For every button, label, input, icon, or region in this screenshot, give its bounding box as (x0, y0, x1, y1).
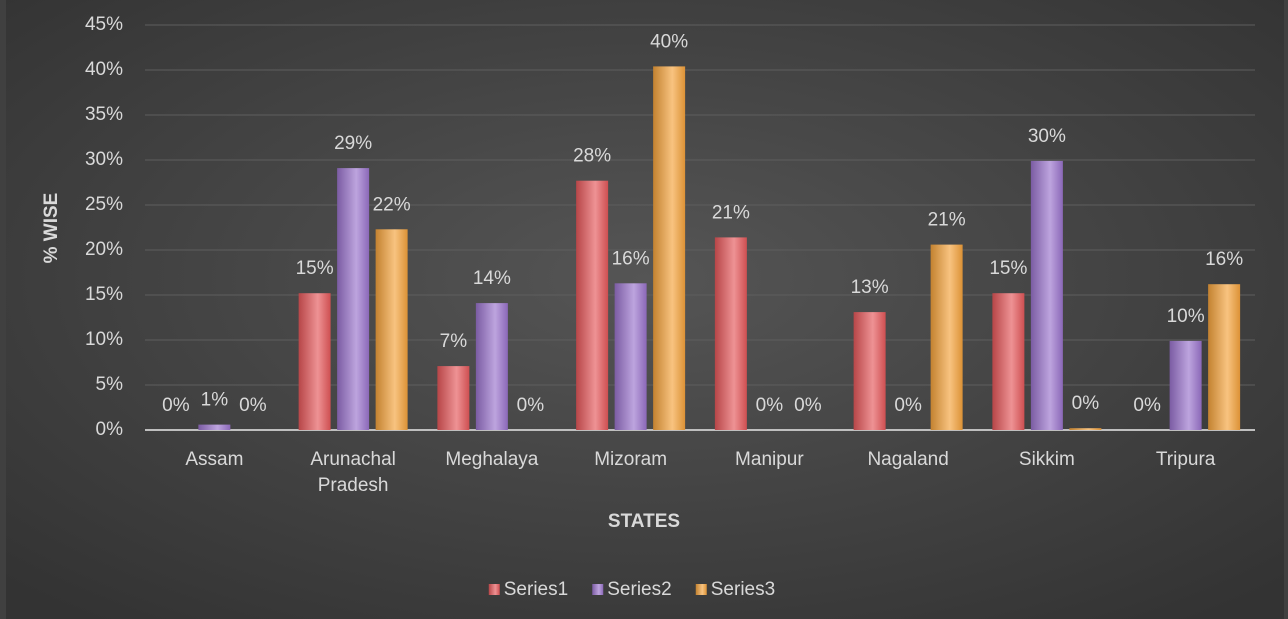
x-tick-label: Tripura (1156, 449, 1216, 470)
bar (576, 180, 609, 430)
legend-swatch (695, 584, 707, 595)
bar (992, 293, 1025, 430)
data-label: 14% (473, 268, 511, 289)
data-label: 22% (373, 194, 411, 215)
data-label: 0% (1072, 393, 1100, 414)
data-label: 15% (296, 258, 334, 279)
y-tick-label: 45% (85, 14, 123, 35)
data-label: 13% (851, 277, 889, 298)
data-label: 16% (1205, 249, 1243, 270)
y-tick-label: 30% (85, 149, 123, 170)
data-label: 30% (1028, 126, 1066, 147)
y-tick-label: 40% (85, 59, 123, 80)
bar (437, 366, 470, 430)
legend-label: Series2 (607, 579, 671, 600)
legend-swatch (488, 584, 500, 595)
data-label: 40% (650, 31, 688, 52)
data-label: 0% (517, 395, 545, 416)
legend-label: Series3 (711, 579, 775, 600)
data-label: 7% (440, 331, 468, 352)
data-label: 28% (573, 146, 611, 167)
data-label: 16% (612, 248, 650, 269)
data-label: 0% (1133, 395, 1161, 416)
x-tick-label: Sikkim (1019, 449, 1075, 470)
data-label: 21% (928, 210, 966, 231)
bar (1208, 284, 1241, 430)
data-label: 0% (239, 395, 267, 416)
data-label: 21% (712, 202, 750, 223)
bar (853, 312, 886, 430)
data-label: 1% (201, 390, 229, 411)
bar (930, 244, 963, 430)
x-tick-label: Assam (185, 449, 243, 470)
y-tick-label: 0% (96, 419, 124, 440)
data-label: 10% (1167, 306, 1205, 327)
bar (614, 283, 647, 430)
data-label: 0% (162, 395, 190, 416)
y-axis-title: % WISE (41, 193, 62, 264)
bar (375, 229, 408, 430)
data-label: 29% (334, 133, 372, 154)
bar (653, 66, 686, 431)
data-label: 0% (756, 395, 784, 416)
y-tick-label: 5% (96, 374, 124, 395)
x-tick-label: Meghalaya (445, 449, 538, 470)
y-tick-label: 15% (85, 284, 123, 305)
y-tick-label: 35% (85, 104, 123, 125)
bar (1169, 340, 1202, 430)
data-label: 0% (794, 395, 822, 416)
x-tick-label: Arunachal Pradesh (310, 449, 396, 496)
y-tick-label: 25% (85, 194, 123, 215)
y-tick-label: 20% (85, 239, 123, 260)
legend-swatch (592, 584, 604, 595)
data-label: 0% (894, 395, 922, 416)
legend-label: Series1 (504, 579, 568, 600)
bar (1069, 428, 1102, 430)
x-tick-label: Mizoram (594, 449, 667, 470)
x-tick-label: Manipur (735, 449, 804, 470)
data-label: 15% (989, 258, 1027, 279)
bar (1030, 160, 1063, 430)
bar (337, 168, 370, 430)
bar (475, 303, 508, 430)
x-tick-label: Nagaland (867, 449, 948, 470)
x-axis-title: STATES (608, 511, 680, 532)
y-tick-label: 10% (85, 329, 123, 350)
bar (198, 424, 231, 430)
bar (298, 293, 331, 430)
bar (714, 237, 747, 430)
